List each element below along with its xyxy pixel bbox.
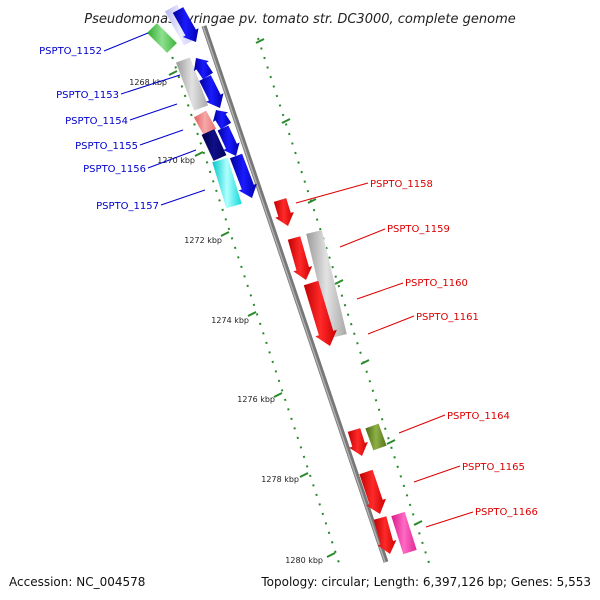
gene-feature-red-b[interactable] (373, 516, 397, 554)
gene-feature-PSPTO_1158[interactable] (273, 198, 294, 226)
scale-track-right (257, 37, 431, 567)
gene-feature-blue-a[interactable] (172, 7, 199, 43)
gene-feature-PSPTO_1152[interactable] (147, 23, 177, 53)
kbp-label-1278: 1278 kbp (261, 475, 299, 484)
kbp-label-1280: 1280 kbp (285, 556, 323, 565)
gene-label-PSPTO_1165[interactable]: PSPTO_1165 (462, 462, 525, 473)
gene-feature-blue-b[interactable] (193, 58, 213, 80)
accession-text: Accession: NC_004578 (9, 575, 145, 589)
gene-feature-PSPTO_1164[interactable] (365, 423, 387, 451)
leader-line-PSPTO_1155 (139, 129, 184, 146)
gene-feature-PSPTO_1159[interactable] (287, 236, 313, 280)
left-gene-labels: PSPTO_1152 PSPTO_1153 PSPTO_1154 PSPTO_1… (39, 32, 206, 212)
gene-label-PSPTO_1166[interactable]: PSPTO_1166 (475, 507, 538, 518)
leader-line-PSPTO_1161 (367, 315, 415, 335)
leader-line-PSPTO_1164 (398, 414, 446, 434)
gene-feature-PSPTO_1165[interactable] (359, 469, 386, 514)
gene-feature-PSPTO_1161[interactable] (303, 280, 337, 346)
gene-feature-PSPTO_1155[interactable] (201, 129, 227, 161)
gene-label-PSPTO_1159[interactable]: PSPTO_1159 (387, 224, 450, 235)
leader-line-PSPTO_1166 (425, 511, 474, 528)
gene-feature-PSPTO_1157[interactable] (212, 157, 242, 209)
map-title: Pseudomonas syringae pv. tomato str. DC3… (84, 12, 516, 27)
chromosome-backbone (201, 25, 389, 563)
right-gene-track (273, 198, 417, 555)
leader-line-PSPTO_1152 (103, 32, 149, 52)
tick-marks (168, 38, 423, 558)
leader-line-PSPTO_1154 (129, 103, 178, 121)
gene-feature-blue-e[interactable] (217, 125, 240, 157)
kbp-label-1276: 1276 kbp (237, 395, 275, 404)
gene-feature-PSPTO_1166[interactable] (391, 511, 417, 555)
leader-line-PSPTO_1153 (120, 74, 181, 95)
gene-label-PSPTO_1155[interactable]: PSPTO_1155 (75, 141, 138, 152)
gene-feature-PSPTO_1154[interactable] (193, 110, 217, 136)
gene-label-PSPTO_1160[interactable]: PSPTO_1160 (405, 278, 468, 289)
leader-line-PSPTO_1165 (413, 465, 461, 483)
gene-feature-red-a[interactable] (347, 428, 368, 456)
gene-label-PSPTO_1161[interactable]: PSPTO_1161 (416, 312, 479, 323)
gene-feature-PSPTO_1160[interactable] (306, 230, 347, 338)
gene-label-PSPTO_1152[interactable]: PSPTO_1152 (39, 46, 102, 57)
gene-label-PSPTO_1157[interactable]: PSPTO_1157 (96, 201, 159, 212)
gene-feature-blue-d[interactable] (212, 110, 232, 130)
gene-label-PSPTO_1158[interactable]: PSPTO_1158 (370, 179, 433, 190)
kbp-label-1268: 1268 kbp (129, 78, 167, 87)
left-gene-track (147, 4, 257, 209)
leader-line-PSPTO_1156 (147, 149, 197, 169)
gene-label-PSPTO_1164[interactable]: PSPTO_1164 (447, 411, 510, 422)
gene-feature-PSPTO_1153[interactable] (176, 57, 208, 111)
kbp-label-1272: 1272 kbp (184, 236, 222, 245)
gene-label-PSPTO_1154[interactable]: PSPTO_1154 (65, 116, 128, 127)
right-gene-labels: PSPTO_1158 PSPTO_1159 PSPTO_1160 PSPTO_1… (295, 179, 538, 528)
leader-line-PSPTO_1157 (160, 189, 206, 206)
genome-summary-text: Topology: circular; Length: 6,397,126 bp… (260, 575, 591, 589)
leader-line-PSPTO_1159 (339, 228, 386, 248)
kbp-label-1270: 1270 kbp (157, 156, 195, 165)
leader-line-PSPTO_1160 (356, 282, 404, 300)
leader-line-PSPTO_1158 (295, 182, 369, 204)
gene-feature-blue-c[interactable] (199, 75, 224, 108)
gene-label-PSPTO_1156[interactable]: PSPTO_1156 (83, 164, 146, 175)
gene-feature-blue-f[interactable] (229, 153, 257, 198)
gene-label-PSPTO_1153[interactable]: PSPTO_1153 (56, 90, 119, 101)
kbp-label-1274: 1274 kbp (211, 316, 249, 325)
